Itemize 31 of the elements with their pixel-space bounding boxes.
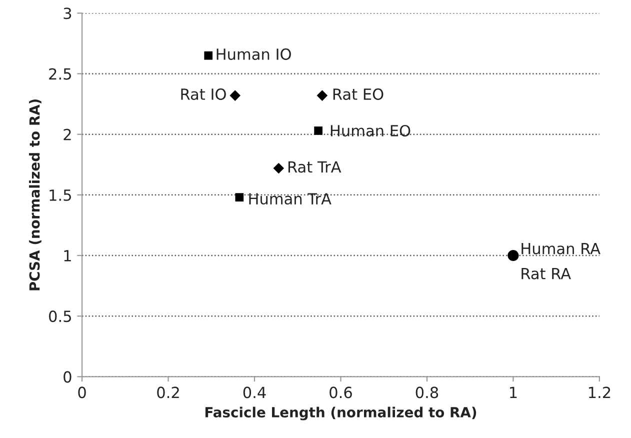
annotation: Human IO bbox=[216, 48, 291, 60]
y-tick-label: 1.5 bbox=[50, 190, 71, 201]
x-tick-label: 0 bbox=[78, 386, 86, 398]
y-tick-label: 2.5 bbox=[49, 68, 71, 80]
point bbox=[235, 193, 244, 202]
point bbox=[314, 126, 322, 135]
annotation: Rat IO bbox=[181, 88, 226, 100]
y-tick-label: 3 bbox=[64, 8, 72, 20]
y-tick-label: 0.5 bbox=[49, 310, 71, 322]
y-tick-label: 0 bbox=[64, 371, 72, 383]
x-tick-label: 0.4 bbox=[243, 386, 266, 398]
annotation: Rat TrA bbox=[288, 161, 342, 173]
y-tick-label: 2 bbox=[64, 128, 71, 140]
point bbox=[508, 250, 519, 262]
point bbox=[204, 51, 213, 60]
y-tick-label: 1 bbox=[64, 250, 71, 262]
annotation: Human TrA bbox=[249, 193, 332, 205]
annotation: Rat EO bbox=[333, 88, 384, 100]
x-tick-label: 1 bbox=[510, 386, 517, 398]
annotation: Human EO bbox=[330, 124, 410, 137]
annotation: Human RA bbox=[522, 243, 600, 254]
x-tick-label: 0.6 bbox=[330, 386, 352, 398]
x-tick-label: 0.2 bbox=[157, 386, 179, 398]
x-tick-label: 0.8 bbox=[416, 386, 438, 398]
y-axis-title: PCSA (normalized to RA) bbox=[29, 99, 42, 290]
x-axis-title: Fascicle Length (normalized to RA) bbox=[205, 406, 476, 420]
point bbox=[274, 163, 284, 174]
point bbox=[317, 90, 328, 101]
x-tick-label: 1.2 bbox=[588, 386, 610, 398]
annotation: Rat RA bbox=[522, 268, 571, 280]
point bbox=[230, 90, 240, 101]
